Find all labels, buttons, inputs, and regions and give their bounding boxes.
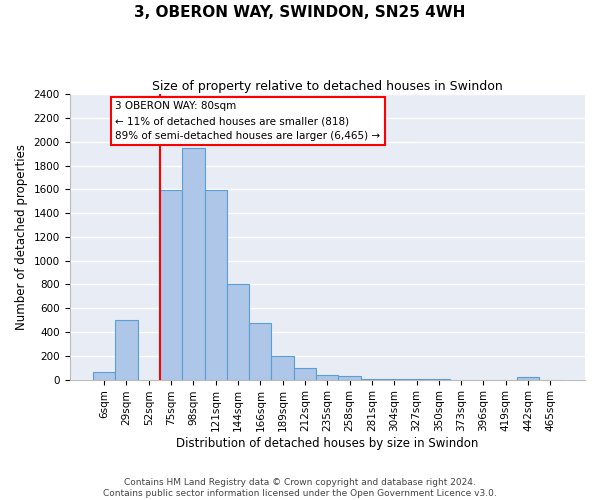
Bar [182,148,205,380]
Bar [338,376,361,380]
Bar [361,379,383,380]
Bar [406,379,428,380]
Bar [517,377,539,380]
Text: Contains HM Land Registry data © Crown copyright and database right 2024.
Contai: Contains HM Land Registry data © Crown c… [103,478,497,498]
Text: 3 OBERON WAY: 80sqm
← 11% of detached houses are smaller (818)
89% of semi-detac: 3 OBERON WAY: 80sqm ← 11% of detached ho… [115,102,380,141]
X-axis label: Distribution of detached houses by size in Swindon: Distribution of detached houses by size … [176,437,478,450]
Bar [383,379,406,380]
Bar [249,322,271,380]
Bar [227,284,249,380]
Bar [205,190,227,380]
Bar [294,368,316,380]
Bar [316,376,338,380]
Bar [428,379,450,380]
Text: 3, OBERON WAY, SWINDON, SN25 4WH: 3, OBERON WAY, SWINDON, SN25 4WH [134,5,466,20]
Bar [93,372,115,380]
Bar [160,190,182,380]
Bar [271,356,294,380]
Bar [115,320,137,380]
Y-axis label: Number of detached properties: Number of detached properties [15,144,28,330]
Title: Size of property relative to detached houses in Swindon: Size of property relative to detached ho… [152,80,503,93]
